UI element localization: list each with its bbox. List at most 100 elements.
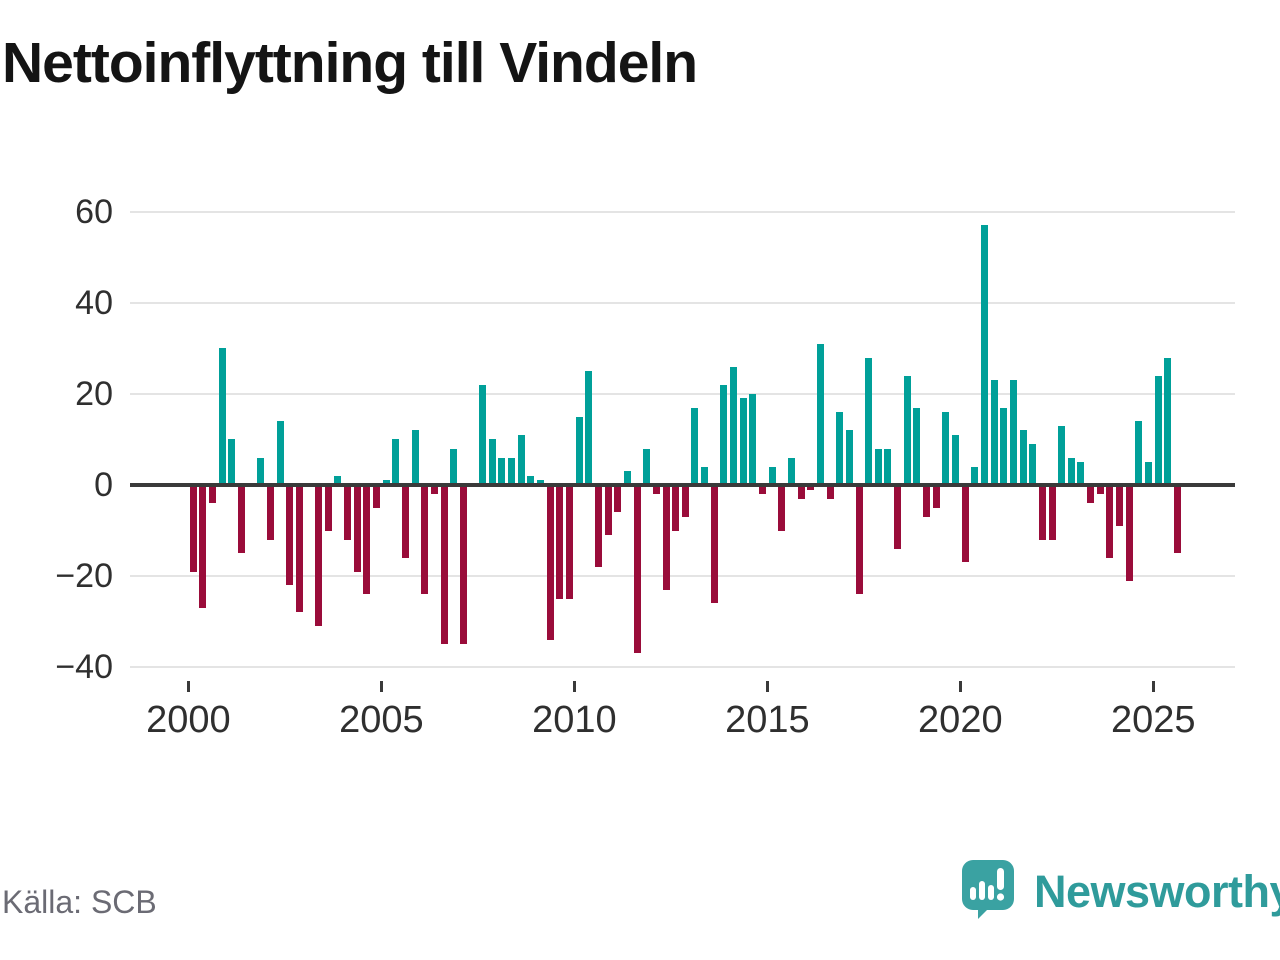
bar — [778, 485, 786, 531]
bar — [739, 398, 747, 485]
bar — [430, 485, 438, 495]
bar — [392, 439, 400, 485]
bar — [1106, 485, 1114, 558]
bar — [566, 485, 574, 599]
bar — [266, 485, 274, 540]
bar — [585, 371, 593, 485]
bar — [1029, 444, 1037, 485]
bar — [440, 485, 448, 645]
x-axis-label: 2005 — [339, 699, 424, 741]
gridline — [130, 575, 1235, 578]
bar — [237, 485, 245, 554]
newsworthy-icon — [962, 860, 1014, 919]
bar — [286, 485, 294, 586]
bar — [594, 485, 602, 567]
gridline — [130, 392, 1235, 395]
bar — [652, 485, 660, 495]
y-axis-label: 20 — [75, 374, 113, 413]
y-axis-label: −40 — [55, 648, 113, 687]
bar — [575, 416, 583, 485]
bar — [450, 448, 458, 485]
bar — [672, 485, 680, 531]
bar — [894, 485, 902, 549]
newsworthy-wordmark: Newsworthy — [1034, 866, 1280, 917]
bar — [556, 485, 564, 599]
bar — [459, 485, 467, 645]
bar — [923, 485, 931, 517]
x-axis-label: 2020 — [918, 699, 1003, 741]
y-axis-label: 40 — [75, 283, 113, 322]
bar — [1087, 485, 1095, 504]
bar — [865, 357, 873, 485]
gridline — [130, 210, 1235, 213]
bar — [816, 343, 824, 485]
bar — [691, 407, 699, 485]
bar — [382, 480, 390, 485]
bar — [768, 466, 776, 485]
bar — [498, 457, 506, 485]
bar — [681, 485, 689, 517]
bar — [623, 471, 631, 485]
bar — [884, 448, 892, 485]
bar — [759, 485, 767, 495]
bar — [932, 485, 940, 508]
bar — [401, 485, 409, 558]
bar — [720, 384, 728, 485]
bar — [1019, 430, 1027, 485]
bar — [1164, 357, 1172, 485]
bar — [508, 457, 516, 485]
bar — [228, 439, 236, 485]
newsworthy-logo[interactable]: Newsworthy — [960, 858, 1280, 920]
bar — [633, 485, 641, 654]
bar — [787, 457, 795, 485]
bar — [903, 375, 911, 485]
chart-title: Nettoinflyttning till Vindeln — [2, 31, 698, 95]
bar — [295, 485, 303, 613]
bar — [942, 412, 950, 485]
bar — [189, 485, 197, 572]
bar — [1009, 380, 1017, 485]
bar — [546, 485, 554, 640]
bar — [980, 225, 988, 485]
bar — [604, 485, 612, 536]
x-axis-label: 2015 — [725, 699, 810, 741]
bar — [855, 485, 863, 595]
bar — [614, 485, 622, 513]
axis-tick — [1151, 681, 1155, 692]
bar — [1077, 462, 1085, 485]
gridline — [130, 301, 1235, 304]
bar — [1116, 485, 1124, 526]
bar — [826, 485, 834, 499]
x-axis-label: 2010 — [532, 699, 617, 741]
bar — [1000, 407, 1008, 485]
bar — [257, 457, 265, 485]
bar — [662, 485, 670, 590]
bar — [1173, 485, 1181, 554]
bar — [807, 485, 815, 490]
bar — [913, 407, 921, 485]
bar — [701, 466, 709, 485]
bar — [1038, 485, 1046, 540]
bar — [749, 393, 757, 485]
y-axis-label: 60 — [75, 192, 113, 231]
bar — [1145, 462, 1152, 485]
bar — [363, 485, 371, 595]
bar — [874, 448, 882, 485]
bar — [1048, 485, 1056, 540]
bar — [1125, 485, 1133, 581]
bar — [990, 380, 998, 485]
bar — [845, 430, 853, 485]
bar — [218, 348, 226, 485]
bar — [421, 485, 429, 595]
axis-tick — [379, 681, 383, 692]
x-axis-label: 2000 — [146, 699, 231, 741]
y-axis-label: 0 — [94, 466, 113, 504]
bar — [276, 421, 284, 485]
bar — [710, 485, 718, 604]
bar — [643, 448, 651, 485]
bar — [1058, 425, 1066, 485]
bar — [797, 485, 805, 499]
axis-tick — [186, 681, 190, 692]
